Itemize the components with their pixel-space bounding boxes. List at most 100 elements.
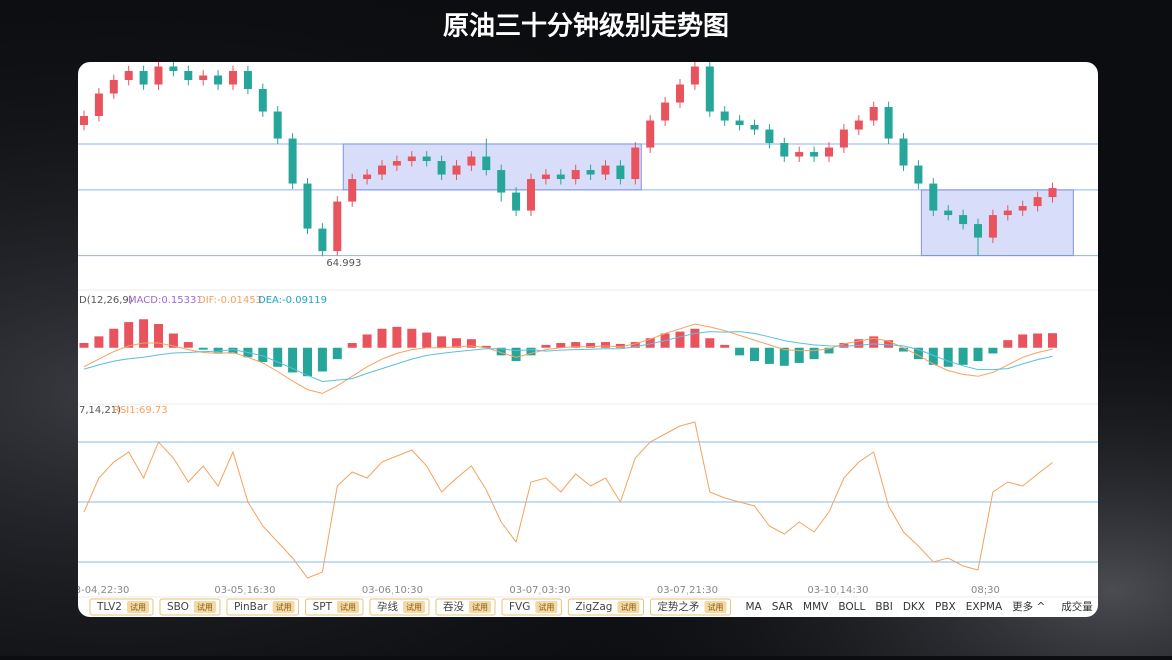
macd-bar: [526, 347, 536, 356]
badge-label: 试用: [340, 602, 356, 612]
candle-body: [169, 66, 178, 72]
pattern-label: SPT: [313, 601, 333, 613]
indicator-tab[interactable]: PBX: [935, 601, 956, 613]
badge-label: 试用: [472, 602, 488, 612]
candle-body: [884, 107, 893, 139]
macd-bar: [1048, 333, 1057, 348]
chart-area: 64.993 D(12,26,9)MACD:0.15331DIF:-0.01453…: [78, 62, 1098, 616]
candle-body: [854, 120, 863, 130]
macd-bar: [258, 347, 268, 362]
badge-label: 试用: [707, 602, 723, 612]
pattern-button[interactable]: SPT 试用: [305, 598, 364, 616]
indicator-tab[interactable]: BBI: [875, 601, 893, 613]
candle-body: [556, 174, 565, 180]
candle-body: [541, 174, 550, 180]
candle-body: [899, 138, 908, 166]
macd-bar: [556, 343, 566, 348]
indicator-tab[interactable]: MA: [745, 601, 762, 613]
x-tick-label: 03-06 10:30: [362, 585, 423, 596]
macd-bar: [273, 347, 283, 367]
candle-body: [407, 156, 416, 162]
candle-body: [214, 75, 223, 85]
button-frame: [89, 598, 154, 616]
pattern-button[interactable]: ZigZag 试用: [567, 598, 644, 616]
candle-body: [720, 111, 729, 121]
pattern-button[interactable]: SBO 试用: [159, 598, 221, 616]
macd-bar: [511, 347, 521, 362]
candle-body: [735, 120, 744, 126]
candle-body: [914, 165, 923, 184]
indicator-tab[interactable]: MMV: [803, 601, 829, 613]
candle-body: [1033, 197, 1042, 207]
pattern-label: PinBar: [234, 601, 268, 613]
pattern-button[interactable]: PinBar 试用: [226, 598, 300, 616]
candle-body: [243, 71, 252, 90]
macd-bar: [198, 347, 208, 350]
pattern-label: FVG: [509, 601, 530, 613]
candle-body: [571, 170, 580, 180]
macd-bar: [422, 332, 432, 348]
candle-body: [497, 170, 506, 193]
macd-bar: [735, 347, 745, 356]
macd-bar: [601, 342, 610, 348]
macd-bar: [958, 347, 968, 365]
button-frame: [567, 598, 644, 616]
badge: [193, 601, 216, 613]
macd-bar: [750, 347, 759, 362]
candle-body: [988, 215, 997, 238]
candle-body: [392, 161, 401, 166]
macd-bar: [571, 342, 581, 348]
macd-bar: [1033, 333, 1043, 348]
button-frame: [159, 598, 221, 616]
candle-body: [184, 71, 193, 81]
candle-body: [586, 170, 595, 175]
x-tick-label: 03-05 16:30: [214, 585, 275, 596]
macd-bar: [392, 326, 402, 348]
candle-body: [780, 143, 789, 157]
button-frame: [501, 598, 562, 616]
macd-bar: [884, 340, 894, 348]
pattern-button[interactable]: FVG 试用: [501, 598, 562, 616]
candle-body: [273, 111, 282, 139]
macd-bar: [675, 331, 685, 348]
indicator-tab[interactable]: EXPMA: [966, 601, 1003, 613]
macd-bar: [541, 344, 551, 348]
badge-label: 试用: [406, 602, 422, 612]
pattern-button[interactable]: 定势之矛 试用: [649, 598, 731, 616]
candle-body: [631, 147, 640, 180]
indicator-tab[interactable]: BOLL: [838, 601, 865, 613]
rsi-line: [83, 421, 1053, 579]
pattern-button[interactable]: TLV2 试用: [89, 598, 154, 616]
pattern-label: 定势之矛: [657, 600, 699, 613]
macd-bar: [1003, 340, 1013, 348]
macd-bar: [720, 344, 730, 348]
indicator-legend: DIF:-0.01453: [198, 295, 262, 306]
macd-line: [83, 331, 1053, 383]
indicator-tab[interactable]: 更多 ^: [1012, 600, 1045, 613]
macd-bar: [79, 343, 89, 348]
macd-bar: [690, 328, 700, 348]
indicator-tab[interactable]: SAR: [772, 601, 793, 613]
indicator-tab[interactable]: DKX: [903, 601, 925, 613]
pattern-label: SBO: [167, 601, 189, 613]
indicator-tab[interactable]: 成交量: [1061, 600, 1093, 613]
candle-body: [348, 179, 357, 202]
pattern-button[interactable]: 吞没 试用: [435, 598, 496, 616]
candle-body: [1048, 188, 1057, 198]
macd-bar: [109, 328, 119, 348]
macd-bar: [228, 347, 238, 354]
candle-body: [109, 80, 118, 94]
macd-bar: [973, 347, 983, 362]
candle-body: [467, 156, 476, 166]
pattern-button[interactable]: 孕线 试用: [369, 598, 430, 616]
macd-bar: [288, 347, 298, 373]
badge-label: 试用: [130, 602, 146, 612]
pattern-label: TLV2: [96, 601, 122, 613]
macd-bar: [124, 322, 134, 348]
button-frame: [305, 598, 364, 616]
macd-bar: [466, 339, 476, 348]
range-box: [920, 189, 1074, 257]
x-tick-label: 03-10 14:30: [807, 585, 868, 596]
macd-bar: [154, 324, 163, 348]
